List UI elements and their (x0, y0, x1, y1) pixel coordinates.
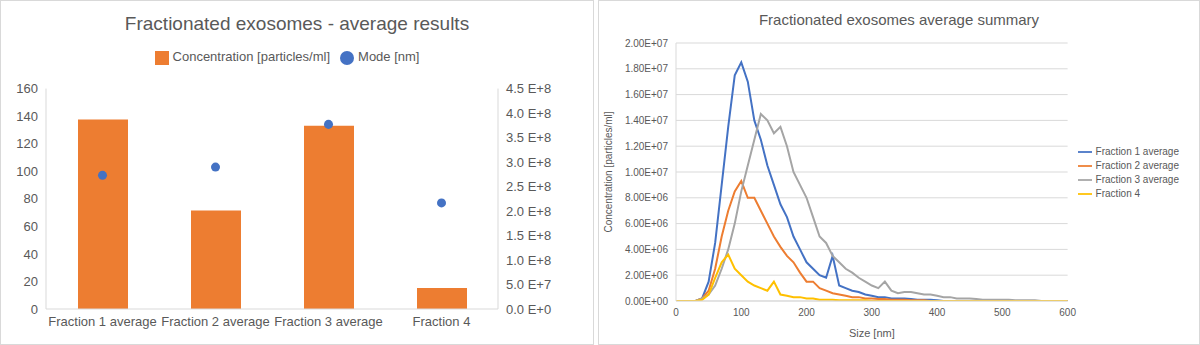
svg-text:100: 100 (16, 164, 38, 179)
svg-text:60: 60 (24, 219, 38, 234)
svg-text:1.80E+07: 1.80E+07 (625, 63, 669, 74)
html-text:Fraction 4: Fraction 4 (1095, 187, 1141, 199)
svg-text:1.40E+07: 1.40E+07 (625, 115, 669, 126)
svg-text:Concentration [particles/ml]: Concentration [particles/ml] (603, 111, 614, 232)
svg-text:100: 100 (733, 307, 750, 318)
svg-text:Fraction 1 average: Fraction 1 average (48, 314, 156, 329)
svg-text:4.0 E+8: 4.0 E+8 (506, 106, 551, 121)
svg-text:140: 140 (16, 109, 38, 124)
svg-text:40: 40 (24, 247, 38, 262)
svg-text:6.00E+06: 6.00E+06 (625, 218, 669, 229)
html-text:Fraction 3 average: Fraction 3 average (1095, 173, 1179, 185)
svg-text:2.00E+06: 2.00E+06 (625, 270, 669, 281)
svg-text:Size [nm]: Size [nm] (849, 327, 895, 339)
svg-text:2.0 E+8: 2.0 E+8 (506, 204, 551, 219)
svg-text:5.0 E+7: 5.0 E+7 (506, 277, 551, 292)
html-text:Fractionated exosomes - averag: Fractionated exosomes - average results (124, 13, 470, 34)
svg-text:160: 160 (16, 81, 38, 96)
svg-text:0: 0 (673, 307, 679, 318)
html-text:Fraction 1 average: Fraction 1 average (1095, 145, 1179, 157)
svg-text:4.5 E+8: 4.5 E+8 (506, 81, 551, 96)
svg-text:600: 600 (1059, 307, 1076, 318)
html-text:Fractionated exosomes average: Fractionated exosomes average summary (758, 11, 1040, 28)
svg-text:Fraction 2 average: Fraction 2 average (161, 314, 269, 329)
svg-text:300: 300 (863, 307, 880, 318)
svg-text:1.5 E+8: 1.5 E+8 (506, 228, 551, 243)
svg-text:0: 0 (31, 302, 38, 317)
svg-text:500: 500 (994, 307, 1011, 318)
svg-text:200: 200 (798, 307, 815, 318)
svg-text:1.00E+07: 1.00E+07 (625, 167, 669, 178)
svg-text:80: 80 (24, 191, 38, 206)
svg-text:1.0 E+8: 1.0 E+8 (506, 253, 551, 268)
html-text:Mode [nm]: Mode [nm] (358, 49, 420, 64)
svg-text:8.00E+06: 8.00E+06 (625, 192, 669, 203)
svg-text:1.20E+07: 1.20E+07 (625, 141, 669, 152)
svg-text:0.00E+00: 0.00E+00 (625, 296, 669, 307)
svg-text:20: 20 (24, 274, 38, 289)
svg-text:120: 120 (16, 136, 38, 151)
svg-text:3.5 E+8: 3.5 E+8 (506, 130, 551, 145)
svg-text:1.60E+07: 1.60E+07 (625, 89, 669, 100)
svg-text:0.0 E+0: 0.0 E+0 (506, 302, 551, 317)
svg-text:Fraction 3 average: Fraction 3 average (274, 314, 382, 329)
svg-text:400: 400 (929, 307, 946, 318)
html-text:Fraction 2 average: Fraction 2 average (1095, 159, 1179, 171)
svg-text:Fraction 4: Fraction 4 (413, 314, 471, 329)
html-text:Concentration [particles/ml]: Concentration [particles/ml] (172, 49, 330, 64)
svg-text:2.00E+07: 2.00E+07 (625, 38, 669, 49)
svg-text:2.5 E+8: 2.5 E+8 (506, 179, 551, 194)
svg-text:4.00E+06: 4.00E+06 (625, 244, 669, 255)
svg-text:3.0 E+8: 3.0 E+8 (506, 155, 551, 170)
